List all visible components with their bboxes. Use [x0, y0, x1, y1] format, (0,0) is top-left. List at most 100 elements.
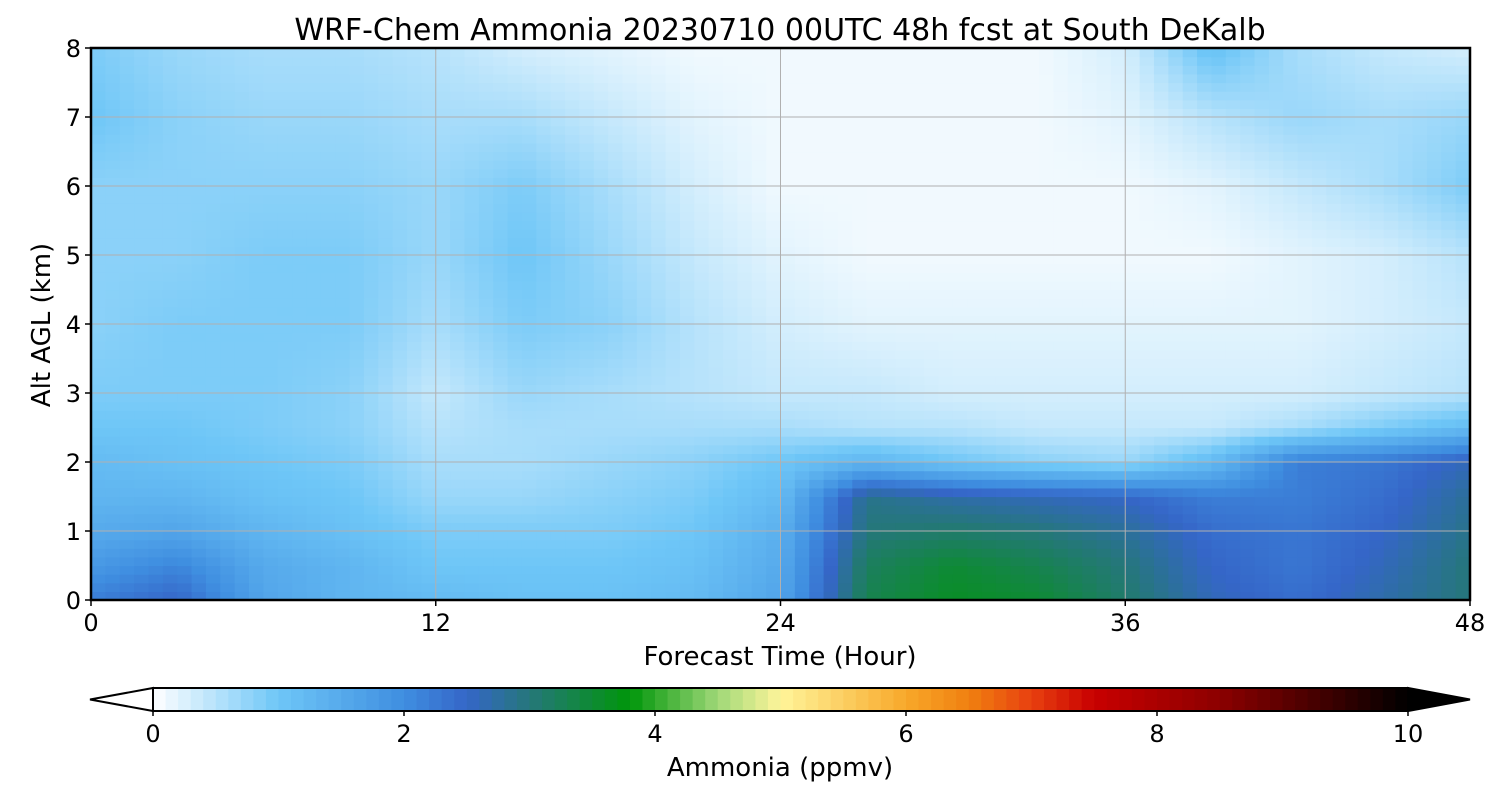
heatmap-cell [536, 168, 552, 178]
heatmap-cell [263, 496, 279, 506]
heatmap-cell [363, 246, 379, 256]
heatmap-cell [1082, 298, 1098, 308]
heatmap-cell [1067, 462, 1083, 472]
heatmap-cell [1039, 487, 1055, 498]
heatmap-cell [981, 168, 997, 178]
heatmap-cell [823, 427, 839, 437]
heatmap-cell [794, 194, 810, 204]
heatmap-cell [464, 427, 480, 437]
heatmap-cell [407, 496, 422, 506]
heatmap-cell [967, 263, 983, 273]
heatmap-cell [1225, 427, 1241, 437]
heatmap-cell [464, 393, 480, 403]
heatmap-cell [895, 229, 911, 239]
heatmap-cell [1153, 272, 1169, 282]
heatmap-cell [565, 151, 580, 161]
heatmap-cell [335, 513, 351, 523]
heatmap-cell [1254, 513, 1270, 523]
heatmap-cell [794, 341, 810, 351]
heatmap-cell [1153, 237, 1169, 247]
heatmap-cell [1039, 289, 1055, 299]
heatmap-cell [952, 401, 968, 411]
heatmap-cell [450, 444, 466, 454]
heatmap-cell [952, 151, 968, 161]
heatmap-cell [1039, 548, 1055, 558]
heatmap-cell [1039, 582, 1055, 592]
heatmap-cell [780, 531, 796, 541]
heatmap-cell [205, 574, 221, 584]
heatmap-cell [91, 487, 106, 498]
heatmap-cell [924, 393, 940, 403]
heatmap-cell [363, 401, 379, 411]
heatmap-cell [435, 315, 451, 325]
heatmap-cell [421, 574, 437, 584]
heatmap-cell [895, 384, 911, 394]
heatmap-cell [1139, 211, 1155, 222]
heatmap-cell [1355, 341, 1371, 351]
heatmap-cell [1297, 324, 1313, 334]
heatmap-cell [679, 168, 695, 178]
heatmap-cell [1153, 358, 1169, 368]
heatmap-cell [363, 453, 379, 463]
heatmap-cell [809, 151, 825, 161]
heatmap-cell [306, 548, 322, 558]
heatmap-cell [651, 401, 667, 411]
heatmap-cell [407, 375, 422, 385]
heatmap-cell [1225, 289, 1241, 299]
heatmap-cell [464, 375, 480, 385]
heatmap-cell [320, 375, 336, 385]
heatmap-cell [1225, 255, 1241, 265]
heatmap-cell [823, 255, 839, 265]
heatmap-cell [1297, 444, 1313, 454]
heatmap-cell [1311, 358, 1327, 368]
heatmap-cell [234, 375, 250, 385]
heatmap-cell [1297, 263, 1313, 273]
heatmap-cell [823, 418, 839, 429]
heatmap-cell [234, 496, 250, 506]
heatmap-cell [866, 462, 882, 472]
heatmap-cell [148, 470, 164, 480]
heatmap-cell [306, 280, 322, 291]
heatmap-cell [809, 505, 825, 515]
heatmap-cell [220, 306, 236, 316]
heatmap-cell [708, 487, 724, 498]
heatmap-cell [1426, 418, 1442, 429]
heatmap-cell [191, 384, 207, 394]
heatmap-cell [895, 272, 911, 282]
heatmap-cell [636, 367, 652, 377]
heatmap-cell [1240, 237, 1256, 247]
heatmap-cell [1355, 522, 1371, 532]
heatmap-cell [723, 574, 738, 584]
heatmap-cell [493, 194, 509, 204]
heatmap-cell [565, 582, 580, 592]
heatmap-cell [909, 367, 925, 377]
heatmap-cell [1254, 505, 1270, 515]
heatmap-cell [952, 548, 968, 558]
heatmap-cell [550, 522, 566, 532]
heatmap-cell [1182, 367, 1198, 377]
heatmap-cell [866, 393, 882, 403]
heatmap-cell [809, 315, 825, 325]
heatmap-cell [507, 410, 523, 420]
heatmap-cell [1082, 591, 1098, 601]
heatmap-cell [421, 556, 437, 567]
heatmap-cell [1369, 211, 1385, 222]
heatmap-cell [162, 160, 178, 170]
heatmap-cell [1197, 574, 1213, 584]
heatmap-cell [866, 246, 882, 256]
heatmap-cell [766, 246, 782, 256]
heatmap-cell [134, 220, 150, 230]
heatmap-cell [1197, 436, 1213, 446]
heatmap-cell [148, 263, 164, 273]
heatmap-cell [1153, 565, 1169, 575]
heatmap-cell [622, 211, 638, 222]
heatmap-cell [1182, 237, 1198, 247]
heatmap-cell [1182, 505, 1198, 515]
heatmap-cell [263, 255, 279, 265]
heatmap-cell [1211, 410, 1227, 420]
heatmap-cell [995, 315, 1011, 325]
heatmap-cell [1268, 186, 1284, 196]
heatmap-cell [249, 470, 264, 480]
heatmap-cell [780, 410, 796, 420]
heatmap-cell [105, 272, 121, 282]
